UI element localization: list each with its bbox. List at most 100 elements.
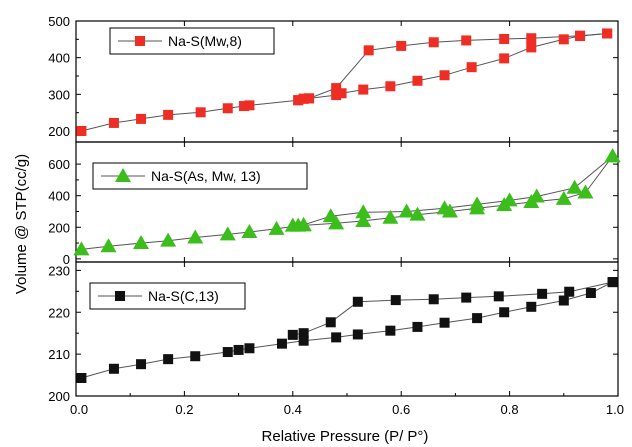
- y-tick-label: 210: [48, 347, 70, 362]
- desorption-point: [322, 208, 339, 223]
- desorption-point: [566, 179, 583, 194]
- desorption-point: [564, 286, 575, 297]
- adsorption-point: [352, 329, 363, 340]
- panel-1: 200 300 400 500 Na-S(Mw,8): [48, 14, 619, 143]
- adsorption-point: [136, 113, 147, 124]
- desorption-point: [602, 28, 613, 39]
- adsorption-point: [222, 347, 233, 358]
- adsorption-point: [466, 62, 477, 73]
- adsorption-point: [412, 75, 423, 86]
- desorption-point: [398, 203, 415, 218]
- panel-frame: [75, 261, 619, 397]
- adsorption-point: [276, 338, 287, 349]
- desorption-point: [501, 192, 518, 207]
- y-tick-label: 400: [48, 189, 70, 204]
- adsorption-point: [244, 343, 255, 354]
- adsorption-point: [358, 84, 369, 95]
- y-tick-label: 400: [48, 51, 70, 66]
- x-tick-label: 0.8: [501, 402, 519, 417]
- adsorption-point: [76, 372, 87, 383]
- adsorption-point: [412, 321, 423, 332]
- panel-2: 0 200 400 600 Na-S(As, Mw, 13): [48, 141, 621, 267]
- adsorption-point: [195, 107, 206, 118]
- y-tick-label: 500: [48, 14, 70, 29]
- desorption-point: [528, 188, 545, 203]
- desorption-point: [461, 292, 472, 303]
- adsorption-point: [526, 301, 537, 312]
- adsorption-point: [355, 212, 372, 227]
- adsorption-point: [526, 42, 537, 53]
- adsorption-point: [439, 317, 450, 328]
- desorption-point: [293, 95, 304, 106]
- adsorption-point: [385, 325, 396, 336]
- adsorption-point: [577, 184, 594, 199]
- adsorption-point: [222, 103, 233, 114]
- desorption-point: [352, 296, 363, 307]
- desorption-point: [355, 204, 372, 219]
- y-tick-label: 200: [48, 124, 70, 139]
- desorption-point: [284, 217, 301, 232]
- adsorption-point: [190, 351, 201, 362]
- adsorption-point: [219, 226, 236, 241]
- adsorption-point: [136, 359, 147, 370]
- panels-layer: 200 300 400 500 Na-S(Mw,8) 0 200 400 600 Na-S(As,…: [48, 14, 621, 404]
- y-tick-label: 200: [48, 220, 70, 235]
- adsorption-point: [187, 229, 204, 244]
- y-tick-label: 0: [63, 252, 70, 267]
- desorption-point: [575, 30, 586, 41]
- adsorption-point: [555, 190, 572, 205]
- adsorption-point: [163, 109, 174, 120]
- desorption-point: [396, 40, 407, 51]
- x-tick-label: 0.0: [70, 402, 88, 417]
- adsorption-point: [133, 235, 150, 250]
- adsorption-point: [298, 335, 309, 346]
- adsorption-point: [239, 101, 250, 112]
- desorption-point: [537, 288, 548, 299]
- adsorption-point: [268, 220, 285, 235]
- desorption-point: [325, 317, 336, 328]
- desorption-point: [436, 200, 453, 215]
- y-tick-label: 600: [48, 157, 70, 172]
- desorption-point: [499, 33, 510, 44]
- adsorption-point: [328, 215, 345, 230]
- y-axis-title: Volume @ STP(cc/g): [13, 154, 30, 294]
- legend-3: Na-S(C,13): [89, 282, 246, 310]
- desorption-point: [607, 277, 618, 288]
- adsorption-point: [558, 295, 569, 306]
- x-axis: 0.0 0.2 0.4 0.6 0.8 1.0: [70, 393, 624, 417]
- legend-label: Na-S(Mw,8): [168, 33, 242, 49]
- desorption-point: [493, 291, 504, 302]
- adsorption-point: [331, 332, 342, 343]
- adsorption-point: [439, 70, 450, 81]
- panel-3: 200 210 220 230 Na-S(C,13): [48, 261, 619, 404]
- legend-marker: [115, 291, 125, 301]
- adsorption-point: [108, 363, 119, 374]
- adsorption-point: [499, 53, 510, 64]
- desorption-point: [469, 196, 486, 211]
- y-tick-label: 230: [48, 263, 70, 278]
- adsorption-point: [160, 232, 177, 247]
- legend-marker: [135, 36, 145, 46]
- legend-marker: [115, 168, 131, 182]
- adsorption-point: [472, 313, 483, 324]
- y-tick-label: 200: [48, 389, 70, 404]
- desorption-point: [331, 83, 342, 94]
- adsorption-point: [336, 88, 347, 99]
- x-tick-label: 0.4: [284, 402, 302, 417]
- adsorption-point: [163, 354, 174, 365]
- adsorption-point: [382, 209, 399, 224]
- desorption-point: [304, 93, 315, 104]
- adsorption-point: [585, 287, 596, 298]
- adsorption-point: [73, 241, 90, 256]
- desorption-point: [428, 294, 439, 305]
- adsorption-point: [331, 90, 342, 101]
- x-tick-label: 0.6: [392, 402, 410, 417]
- desorption-point: [298, 93, 309, 104]
- desorption-point: [363, 45, 374, 56]
- adsorption-point: [499, 307, 510, 318]
- desorption-point: [390, 295, 401, 306]
- legend-label: Na-S(C,13): [148, 288, 219, 304]
- desorption-point: [295, 216, 312, 231]
- legend-label: Na-S(As, Mw, 13): [151, 168, 261, 184]
